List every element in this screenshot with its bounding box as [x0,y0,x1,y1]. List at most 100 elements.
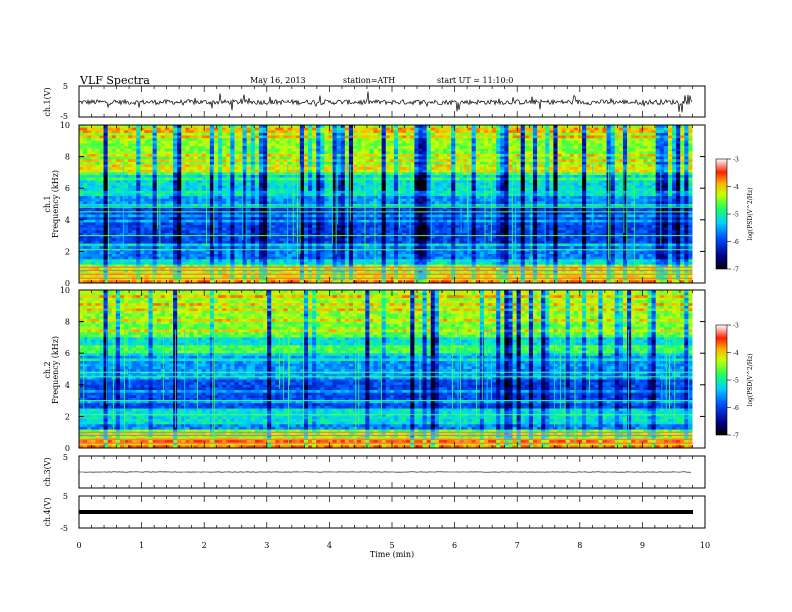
spectrogram-cell [479,196,485,200]
spectrogram-cell [115,190,121,194]
spectrogram-cell [426,204,432,208]
spectrogram-cell [156,211,162,215]
spectrogram-cell [410,204,415,208]
spectrogram-cell [177,127,182,131]
spectrogram-cell [422,185,428,189]
spectrogram-cell [115,156,121,160]
spectrogram-cell [512,190,518,194]
spectrogram-cell [631,146,636,150]
spectrogram-cell [598,135,603,139]
spectrogram-cell [258,159,264,163]
spectrogram-cell [537,127,542,131]
spectrogram-cell [422,172,428,176]
spectrogram-cell [487,159,493,163]
spectrogram-cell [492,206,497,210]
spectrogram-cell [156,169,162,173]
spectrogram-cell [447,143,452,147]
spectrogram-cell [136,204,141,208]
spectrogram-cell [426,159,432,163]
spectrogram-cell [537,135,542,139]
spectrogram-cell [676,193,681,197]
spectrogram-cell [79,153,84,157]
spectrogram-cell [479,185,485,189]
spectrogram-cell [263,148,268,152]
spectrogram-cell [283,198,288,202]
spectrogram-cell [263,185,268,189]
spectrogram-cell [434,175,440,179]
spectrogram-cell [213,148,219,152]
spectrogram-cell [398,148,403,152]
spectrogram-cell [291,206,297,210]
spectrogram-cell [553,151,558,155]
spectrogram-cell [610,159,616,163]
spectrogram-cell [549,204,554,208]
spectrogram-cell [242,153,248,157]
spectrogram-cell [132,125,137,129]
spectrogram-cell [238,177,243,181]
spectrogram-cell [598,209,603,213]
spectrogram-cell [320,188,325,192]
spectrogram-cell [639,182,644,186]
spectrogram-cell [283,209,288,213]
spectrogram-cell [451,204,456,208]
spectrogram-cell [443,204,448,208]
spectrogram-cell [528,143,534,147]
spectrogram-cell [209,188,215,192]
spectrogram-cell [332,193,338,197]
spectrogram-cell [582,153,587,157]
spectrogram-cell [627,193,632,197]
spectrogram-cell [263,201,268,205]
spectrogram-cell [132,159,137,163]
spectrogram-cell [688,198,693,202]
spectrogram-cell [406,151,411,155]
spectrogram-cell [258,146,264,150]
spectrogram-cell [193,177,199,181]
spectrogram-cell [140,169,145,173]
spectrogram-cell [410,188,415,192]
spectrogram-cell [561,209,567,213]
spectrogram-cell [291,190,297,194]
spectrogram-cell [226,161,231,165]
spectrogram-cell [537,143,542,147]
spectrogram-cell [173,201,178,205]
spectrogram-cell [177,151,182,155]
spectrogram-cell [213,143,219,147]
spectrogram-cell [635,132,640,136]
spectrogram-cell [467,209,473,213]
spectrogram-cell [218,196,223,200]
spectrogram-cell [479,175,485,179]
spectrogram-cell [103,132,109,136]
spectrogram-cell [631,206,636,210]
spectrogram-cell [357,161,362,165]
spectrogram-cell [500,167,505,171]
spectrogram-cell [541,182,546,186]
spectrogram-cell [676,143,681,147]
spectrogram-cell [389,164,395,168]
spectrogram-cell [680,161,685,165]
spectrogram-cell [610,188,616,192]
spectrogram-cell [459,204,464,208]
spectrogram-cell [455,209,460,213]
spectrogram-cell [663,151,669,155]
spectrogram-cell [213,185,219,189]
spectrogram-cell [316,167,321,171]
spectrogram-cell [303,164,309,168]
spectrogram-cell [483,206,489,210]
spectrogram-cell [594,177,599,181]
spectrogram-cell [160,190,166,194]
spectrogram-cell [177,193,182,197]
spectrogram-cell [152,167,158,171]
spectrogram-cell [218,172,223,176]
spectrogram-cell [524,193,530,197]
spectrogram-cell [193,159,199,163]
spectrogram-cell [303,177,309,181]
spectrogram-cell [324,167,329,171]
spectrogram-cell [398,180,403,184]
spectrogram-cell [414,198,419,202]
spectrogram-cell [557,172,562,176]
spectrogram-cell [316,140,321,144]
spectrogram-cell [320,140,325,144]
spectrogram-cell [177,188,182,192]
spectrogram-cell [451,156,456,160]
spectrogram-cell [279,159,284,163]
